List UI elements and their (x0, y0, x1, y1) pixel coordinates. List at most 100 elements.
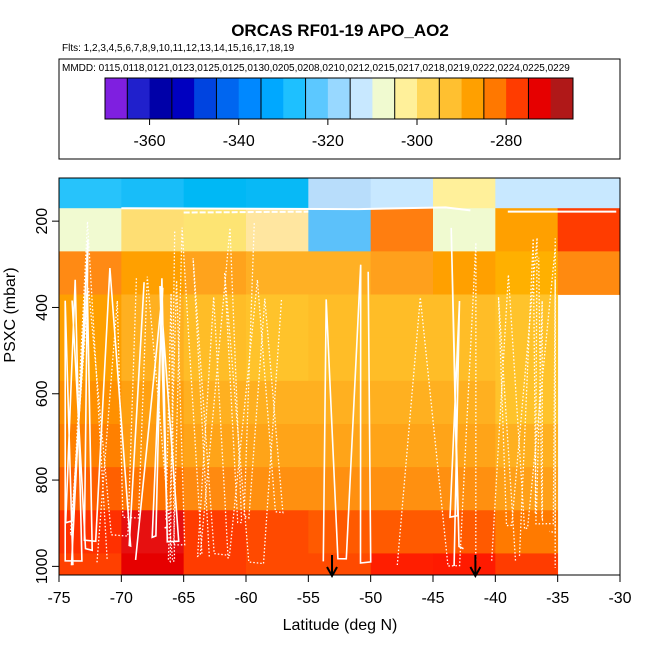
dates-subtitle: MMDD: 0115,0118,0121,0123,0125,0125,0130… (62, 63, 570, 74)
heatmap-cell (308, 467, 372, 511)
colorbar-tick-label: -280 (490, 133, 522, 150)
heatmap-cell (370, 251, 434, 295)
colorbar-bin-8 (283, 78, 307, 119)
x-tick-label: -60 (234, 590, 257, 607)
lat-markers (326, 555, 482, 579)
heatmap-cell (246, 510, 309, 554)
heatmap-cell (370, 467, 434, 511)
x-tick-label: -35 (546, 590, 569, 607)
colorbar-bin-0 (105, 78, 128, 119)
flight-track-cruise (121, 206, 471, 212)
y-tick-label: 800 (34, 467, 51, 494)
heatmap-cell (308, 510, 372, 554)
heatmap-cell (433, 178, 496, 209)
heatmap-cell (246, 553, 309, 576)
heatmap-cell (495, 510, 559, 554)
heatmap-cell (495, 208, 559, 252)
chart-title: ORCAS RF01-19 APO_AO2 (231, 21, 449, 40)
down-arrow-icon (326, 566, 338, 579)
x-tick-label: -70 (110, 590, 133, 607)
heatmap-cell (433, 208, 496, 252)
colorbar-bin-18 (506, 78, 529, 119)
x-tick-label: -45 (421, 590, 444, 607)
heatmap-cell (308, 423, 372, 468)
heatmap-cell (308, 380, 372, 425)
x-tick-label: -40 (484, 590, 507, 607)
heatmap-cell (246, 380, 309, 425)
colorbar-bin-3 (171, 78, 195, 119)
heatmap-cell (370, 380, 434, 425)
heatmap-cell (557, 208, 621, 252)
x-tick-label: -30 (608, 590, 631, 607)
colorbar-bin-20 (550, 78, 574, 119)
heatmap-cell (246, 467, 309, 511)
colorbar-bin-7 (261, 78, 284, 119)
heatmap-cell (433, 337, 496, 382)
colorbar-bin-1 (127, 78, 151, 119)
heatmap-cell (183, 510, 247, 554)
heatmap-cell (308, 337, 372, 382)
heatmap-cell (121, 178, 185, 209)
heatmap-cell (121, 251, 185, 295)
colorbar-tick-label: -360 (134, 133, 166, 150)
y-axis: 200 400 600 800 1000 (34, 178, 60, 584)
heatmap-cell (370, 178, 434, 209)
colorbar-bin-2 (149, 78, 173, 119)
y-tick-label: 600 (34, 380, 51, 407)
flights-subtitle: Flts: 1,2,3,4,5,6,7,8,9,10,11,12,13,14,1… (62, 43, 295, 54)
heatmap-cell (183, 553, 247, 576)
heatmap-cell (557, 178, 621, 209)
x-tick-label: -55 (297, 590, 320, 607)
y-tick-label: 400 (34, 294, 51, 321)
colorbar-bin-6 (238, 78, 262, 119)
heatmap-cell (370, 510, 434, 554)
flight-track-cruise (183, 210, 309, 214)
heatmap-cell (370, 423, 434, 468)
x-tick-label: -50 (359, 590, 382, 607)
heatmap-cell (495, 178, 559, 209)
heatmap-cell (183, 467, 247, 511)
heatmap-cell (495, 251, 559, 295)
heatmap-cell (59, 178, 122, 209)
colorbar (104, 77, 574, 120)
colorbar-bin-12 (372, 78, 396, 119)
colorbar-bin-13 (394, 78, 418, 119)
colorbar-bin-4 (194, 78, 217, 119)
colorbar-tick-label: -300 (401, 133, 433, 150)
flight-track (69, 221, 138, 559)
heatmap-cell (370, 337, 434, 382)
flight-track (64, 279, 94, 566)
heatmap-cell (308, 208, 372, 252)
heatmap-cell (121, 208, 185, 252)
heatmap-cell (370, 208, 434, 252)
colorbar-ticks: -360 -340 -320 -300 -280 (134, 119, 522, 150)
flight-tracks (64, 206, 617, 568)
heatmap-cell (370, 553, 434, 576)
heatmap-cell (308, 251, 372, 295)
heatmap-cell (433, 251, 496, 295)
heatmap-cell (433, 553, 496, 576)
flight-track (196, 227, 283, 565)
down-arrow-icon (469, 566, 482, 579)
heatmap-cell (308, 553, 372, 576)
plot-area (58, 177, 621, 579)
heatmap-cell (246, 178, 309, 209)
x-axis: -75 -70 -65 -60 -55 -50 -45 -40 -35 -30 (47, 574, 632, 607)
flight-track (167, 227, 203, 563)
heatmap-cell (308, 178, 372, 209)
x-axis-label: Latitude (deg N) (283, 617, 398, 634)
colorbar-tick-label: -320 (312, 133, 344, 150)
heatmap-cell (59, 337, 122, 382)
heatmap-cell (246, 251, 309, 295)
heatmap-cell (183, 337, 247, 382)
heatmap-cell (59, 553, 122, 576)
heatmap-cell (183, 423, 247, 468)
flight-track (134, 278, 180, 560)
heatmap-cell (121, 553, 185, 576)
heatmap-cell (433, 510, 496, 554)
x-tick-label: -65 (172, 590, 195, 607)
colorbar-bin-10 (327, 78, 351, 119)
flight-track (518, 238, 556, 556)
flight-track (497, 237, 544, 561)
